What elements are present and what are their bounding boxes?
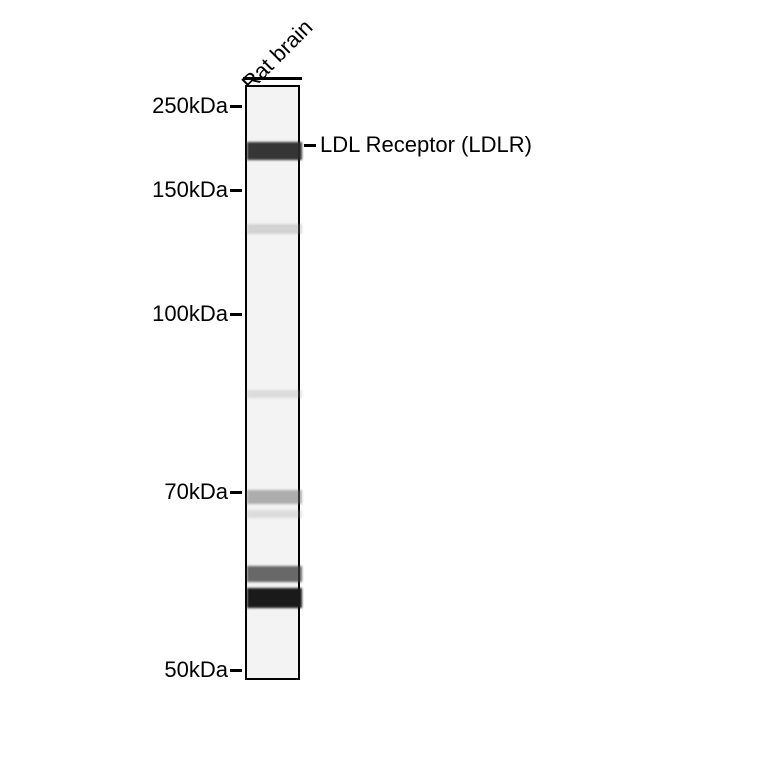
band-1 (247, 224, 302, 234)
marker-label-1: 150kDa (152, 177, 228, 203)
marker-tick-1 (230, 189, 242, 192)
marker-tick-0 (230, 105, 242, 108)
marker-tick-4 (230, 669, 242, 672)
target-label: LDL Receptor (LDLR) (320, 132, 532, 158)
marker-tick-2 (230, 313, 242, 316)
marker-label-0: 250kDa (152, 93, 228, 119)
target-tick (304, 144, 316, 147)
western-blot: Rat brain 250kDa150kDa100kDa70kDa50kDa L… (80, 30, 580, 710)
band-5 (247, 566, 302, 582)
sample-label: Rat brain (237, 14, 319, 96)
band-4 (247, 510, 302, 518)
lane-underline (243, 77, 302, 80)
marker-label-4: 50kDa (164, 657, 228, 683)
band-0 (247, 142, 302, 160)
band-2 (247, 390, 302, 398)
band-3 (247, 490, 302, 504)
blot-lane (245, 85, 300, 680)
marker-label-3: 70kDa (164, 479, 228, 505)
band-6 (247, 588, 302, 608)
marker-tick-3 (230, 491, 242, 494)
marker-label-2: 100kDa (152, 301, 228, 327)
